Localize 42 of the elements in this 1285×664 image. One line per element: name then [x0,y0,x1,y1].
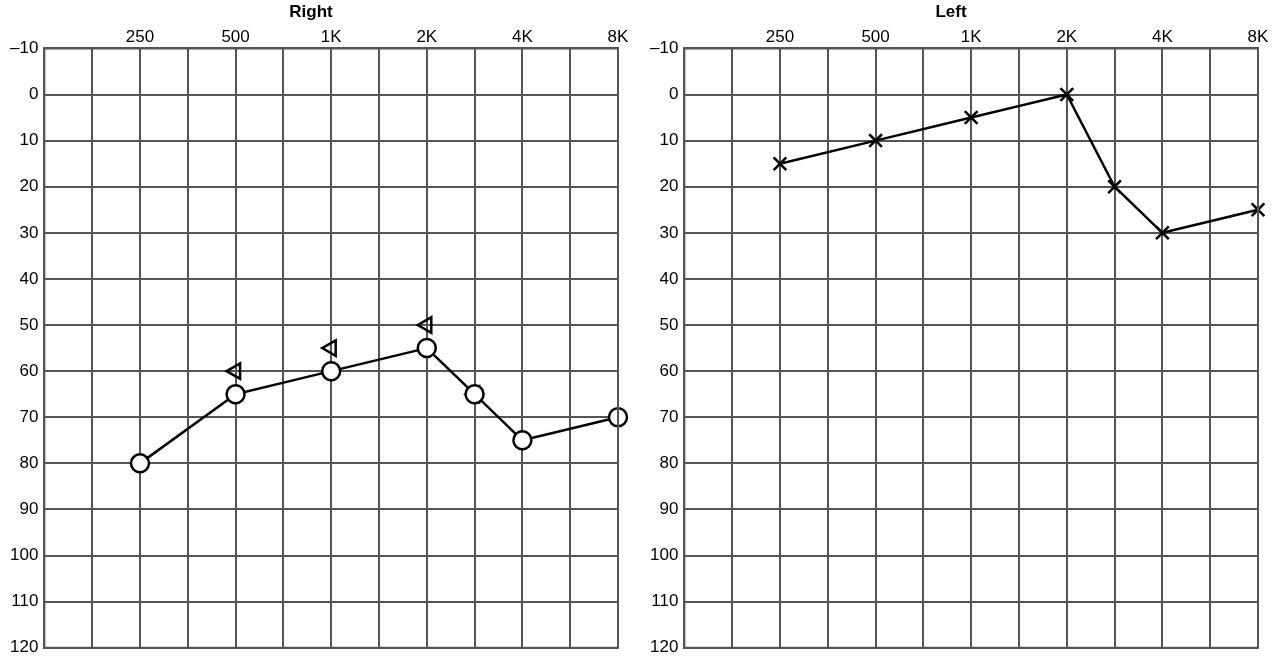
x-tick-label: 500 [221,26,250,46]
chart-title: Left [935,1,967,21]
y-tick-label: 50 [659,314,679,334]
x-tick-label: 8K [1247,26,1270,46]
x-tick-label: 4K [1152,26,1174,46]
y-tick-label: 90 [19,499,39,519]
y-tick-label: 20 [19,176,39,196]
x-tick-label: 1K [960,26,983,46]
x-tick-label: 4K [512,26,534,46]
y-tick-label: 20 [659,176,679,196]
y-tick-label: 80 [19,453,39,473]
y-tick-label: 40 [659,268,679,288]
chart-title: Right [289,1,334,21]
y-tick-label: 100 [9,545,39,565]
y-tick-label: 60 [659,360,679,380]
x-tick-label: 250 [765,26,795,46]
y-tick-label: 40 [19,268,39,288]
y-tick-label: –10 [9,38,39,58]
x-tick-label: 500 [861,26,890,46]
y-tick-label: 110 [651,591,679,611]
y-tick-label: 30 [19,222,39,242]
y-tick-label: 120 [649,637,679,657]
y-tick-label: 0 [668,84,679,104]
y-tick-label: 10 [659,130,679,150]
x-tick-label: 8K [607,26,630,46]
x-tick-label: 2K [416,26,438,46]
y-tick-label: 30 [659,222,679,242]
y-tick-label: 70 [659,406,679,426]
y-tick-label: 60 [19,360,39,380]
y-tick-label: 110 [11,591,39,611]
y-tick-label: 80 [659,453,679,473]
y-tick-label: 10 [19,130,39,150]
y-tick-label: 50 [19,314,39,334]
y-tick-label: 100 [649,545,679,565]
y-tick-label: 120 [9,637,39,657]
y-tick-label: –10 [649,38,679,58]
x-tick-label: 250 [125,26,155,46]
y-tick-label: 0 [28,84,39,104]
x-tick-label: 1K [320,26,343,46]
y-tick-label: 70 [19,406,39,426]
x-tick-label: 2K [1056,26,1078,46]
y-tick-label: 90 [659,499,679,519]
